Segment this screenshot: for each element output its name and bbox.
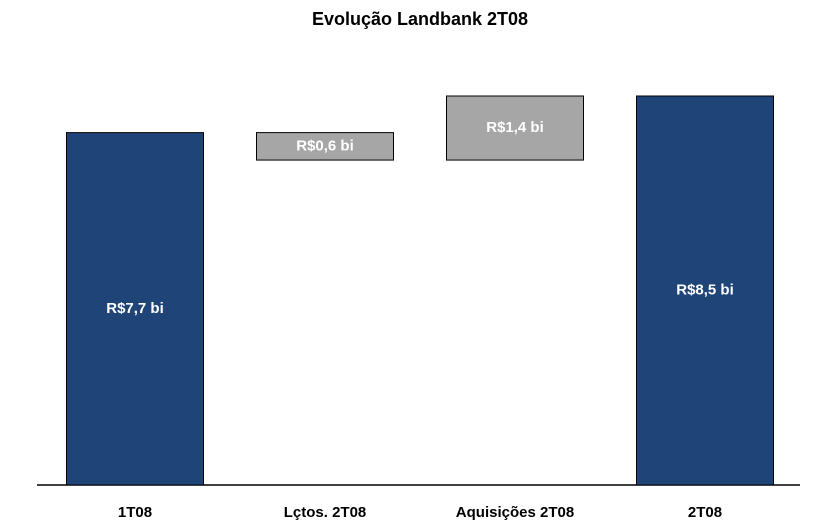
value-label: R$1,4 bi bbox=[486, 119, 544, 136]
bar bbox=[256, 132, 394, 161]
x-tick-label: 2T08 bbox=[688, 504, 722, 521]
x-tick-label: Aquisições 2T08 bbox=[456, 504, 574, 521]
value-label: R$0,6 bi bbox=[296, 137, 354, 154]
bar bbox=[66, 132, 204, 486]
value-label: R$8,5 bi bbox=[676, 281, 734, 298]
bar bbox=[636, 95, 774, 486]
bar bbox=[446, 95, 584, 161]
x-tick-label: 1T08 bbox=[118, 504, 152, 521]
chart-title: Evolução Landbank 2T08 bbox=[312, 9, 528, 29]
x-tick-label: Lçtos. 2T08 bbox=[284, 504, 367, 521]
value-label: R$7,7 bi bbox=[106, 300, 164, 317]
